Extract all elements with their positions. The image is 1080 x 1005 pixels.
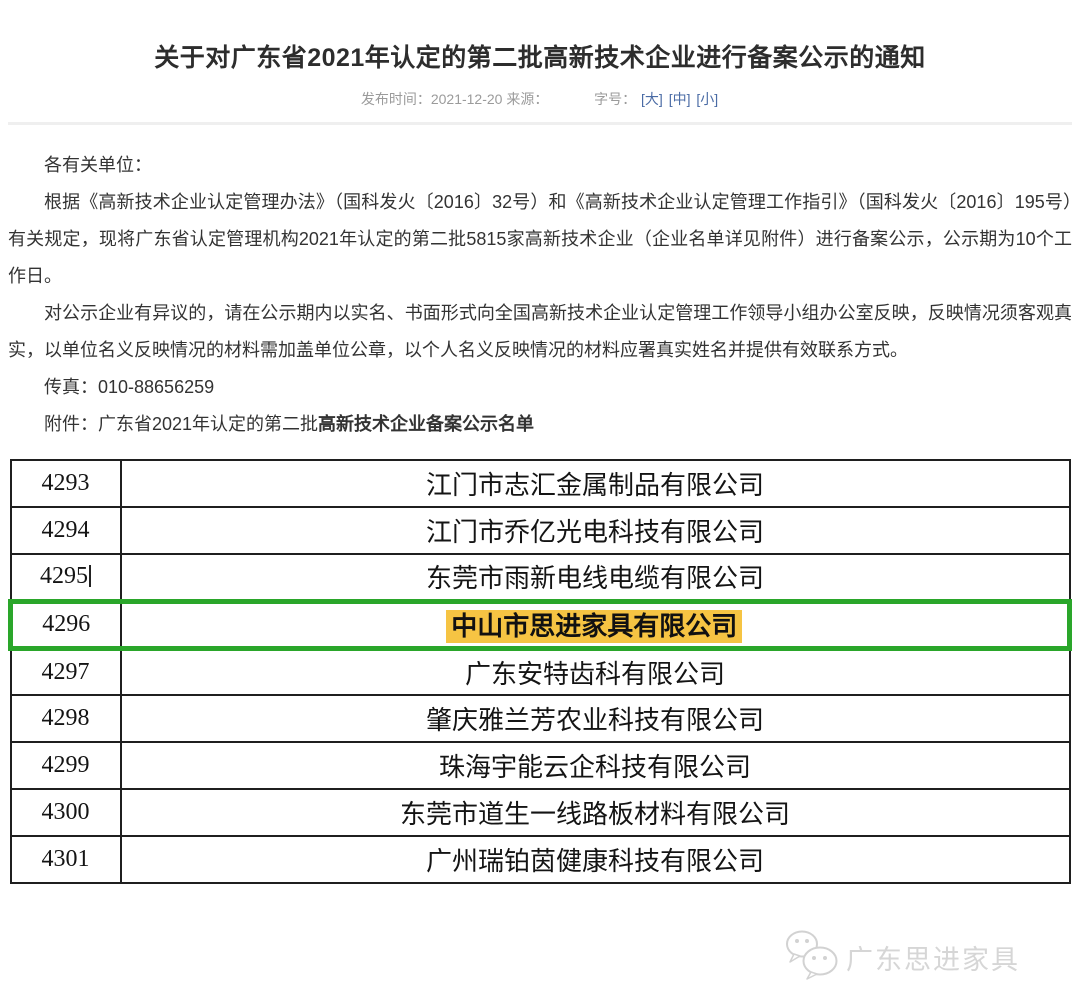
- table-row: 4301 广州瑞铂茵健康科技有限公司: [9, 835, 1071, 884]
- table-row: 4299 珠海宇能云企科技有限公司: [9, 741, 1071, 790]
- company-name-cell: 东莞市道生一线路板材料有限公司: [119, 788, 1071, 837]
- wechat-icon: [784, 929, 842, 986]
- font-size-large-button[interactable]: [大]: [641, 91, 663, 107]
- source-label: 来源：: [506, 91, 549, 107]
- table-row-highlighted: 4296 中山市思进家具有限公司: [8, 598, 1072, 651]
- row-number-cell: 4293: [9, 459, 122, 508]
- row-number-cell[interactable]: 4295: [9, 553, 122, 602]
- attachment-line: 附件：广东省2021年认定的第二批高新技术企业备案公示名单: [8, 406, 1072, 443]
- font-size-medium-button[interactable]: [中]: [668, 91, 691, 107]
- company-name-cell: 江门市志汇金属制品有限公司: [119, 459, 1071, 508]
- row-number-cell: 4299: [9, 741, 122, 790]
- text-cursor: [89, 565, 91, 588]
- table-row: 4298 肇庆雅兰芳农业科技有限公司: [9, 694, 1071, 743]
- row-number-cell: 4298: [9, 694, 122, 743]
- notice-body: 各有关单位： 根据《高新技术企业认定管理办法》（国科发火〔2016〕32号）和《…: [0, 125, 1080, 443]
- enterprise-table: 4293 江门市志汇金属制品有限公司 4294 江门市乔亿光电科技有限公司 42…: [8, 459, 1072, 884]
- table-row: 4295 东莞市雨新电线电缆有限公司: [9, 553, 1071, 602]
- meta-bar: 发布时间：2021-12-20 来源： 字号： [大] [中] [小]: [0, 89, 1080, 109]
- attachment-title: 高新技术企业备案公示名单: [318, 414, 535, 434]
- company-name-cell: 江门市乔亿光电科技有限公司: [119, 506, 1071, 555]
- row-number-cell: 4301: [9, 835, 122, 884]
- company-name-cell: 珠海宇能云企科技有限公司: [119, 741, 1071, 790]
- company-name-cell: 东莞市雨新电线电缆有限公司: [119, 553, 1071, 602]
- font-size-small-button[interactable]: [小]: [696, 91, 719, 107]
- watermark: 广东思进家具: [784, 929, 1020, 986]
- fax-line: 传真：010-88656259: [44, 377, 215, 397]
- salutation: 各有关单位：: [44, 155, 152, 175]
- table-row: 4297 广东安特齿科有限公司: [9, 647, 1071, 696]
- watermark-text: 广东思进家具: [846, 945, 1020, 975]
- company-name-cell: 广东安特齿科有限公司: [119, 647, 1071, 696]
- font-size-label: 字号：: [594, 91, 637, 107]
- table-row: 4300 东莞市道生一线路板材料有限公司: [9, 788, 1071, 837]
- company-name-cell: 肇庆雅兰芳农业科技有限公司: [119, 694, 1071, 743]
- company-name-cell: 广州瑞铂茵健康科技有限公司: [119, 835, 1071, 884]
- paragraph-regulation: 根据《高新技术企业认定管理办法》（国科发火〔2016〕32号）和《高新技术企业认…: [8, 192, 1072, 286]
- page-title: 关于对广东省2021年认定的第二批高新技术企业进行备案公示的通知: [154, 44, 926, 72]
- paragraph-objection: 对公示企业有异议的，请在公示期内以实名、书面形式向全国高新技术企业认定管理工作领…: [8, 303, 1072, 360]
- publish-time-label: 发布时间：: [360, 91, 431, 107]
- row-number-cell: 4296: [8, 598, 122, 651]
- company-name-cell: 中山市思进家具有限公司: [119, 598, 1072, 651]
- row-number-cell: 4297: [9, 647, 122, 696]
- row-number-cell: 4300: [9, 788, 122, 837]
- attachment-label: 附件：: [44, 414, 98, 434]
- table-row: 4293 江门市志汇金属制品有限公司: [9, 459, 1071, 508]
- attachment-text: 广东省2021年认定的第二批: [98, 414, 319, 434]
- table-row: 4294 江门市乔亿光电科技有限公司: [9, 506, 1071, 555]
- header-divider: [8, 122, 1072, 125]
- notice-header: 关于对广东省2021年认定的第二批高新技术企业进行备案公示的通知 发布时间：20…: [0, 0, 1080, 109]
- row-number-cell: 4294: [9, 506, 122, 555]
- publish-date: 2021-12-20: [430, 91, 503, 107]
- highlighted-company-name: 中山市思进家具有限公司: [446, 610, 743, 643]
